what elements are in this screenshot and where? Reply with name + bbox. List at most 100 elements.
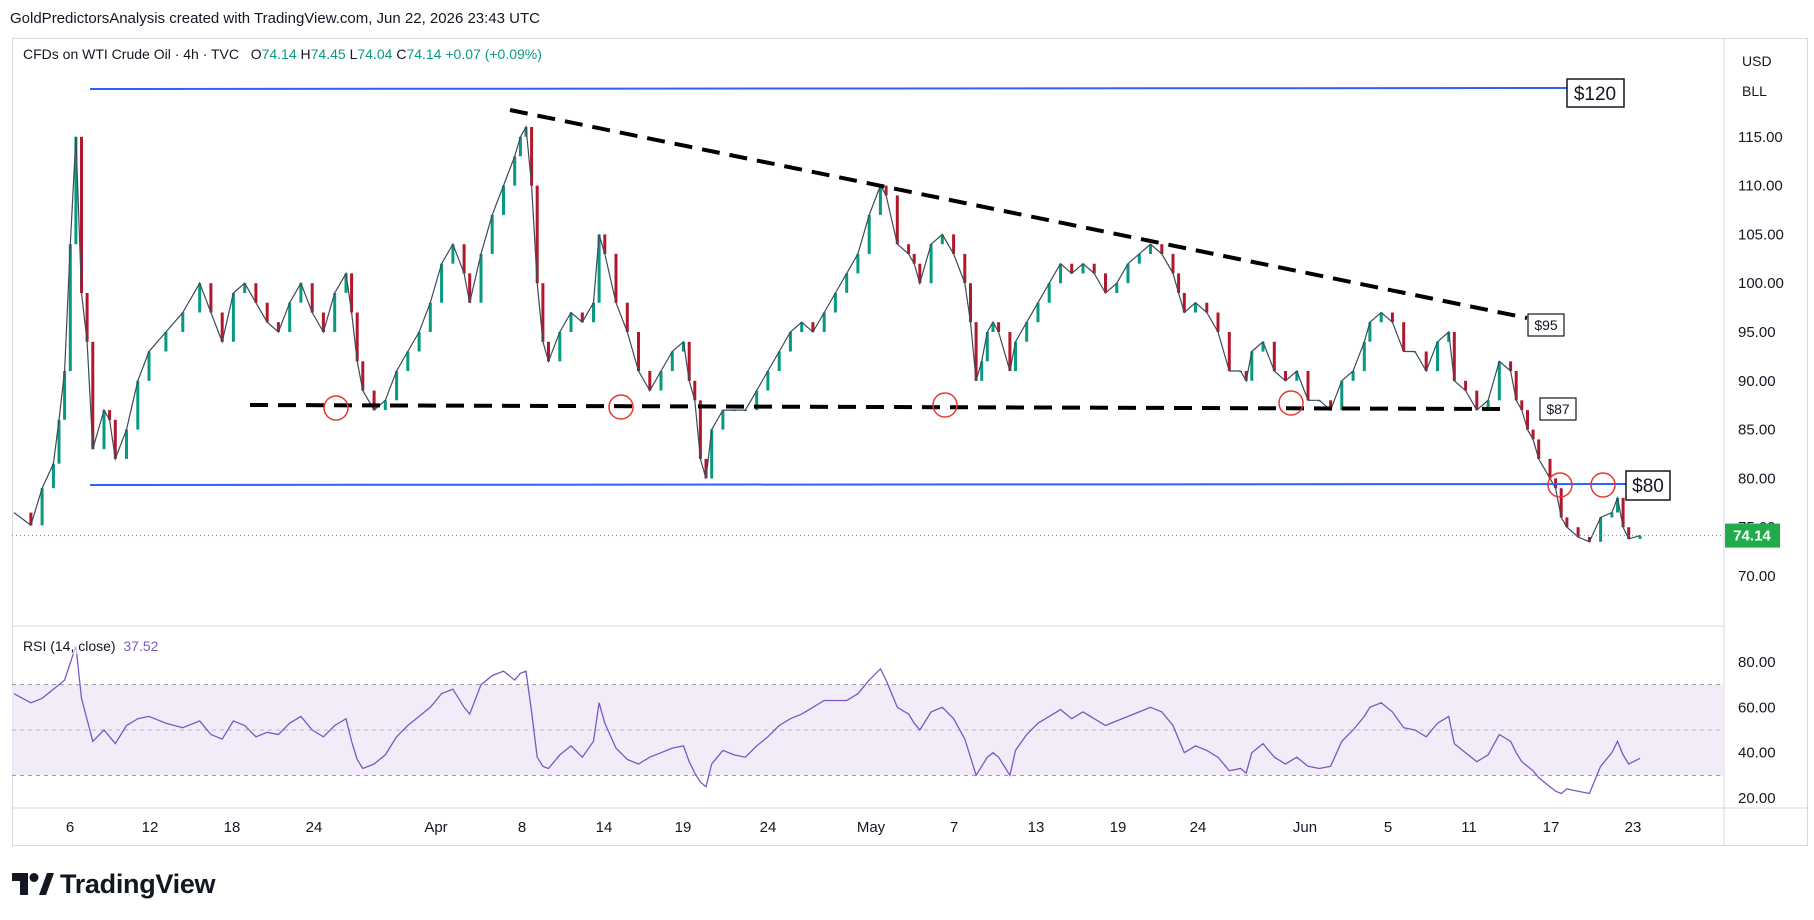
- time-axis-tick: 24: [1190, 819, 1207, 836]
- price-candle: [406, 351, 410, 371]
- time-axis-tick: 17: [1543, 819, 1560, 836]
- rsi-axis-tick: 40.00: [1738, 745, 1776, 762]
- price-candle: [1576, 527, 1580, 537]
- price-candle: [63, 371, 67, 420]
- price-candle: [788, 332, 792, 352]
- price-candle: [147, 351, 151, 381]
- time-axis-tick: 14: [596, 819, 613, 836]
- time-axis-tick: 12: [142, 819, 159, 836]
- rsi-label: RSI (14, close): [23, 638, 116, 654]
- price-candle: [822, 312, 826, 332]
- price-candle: [1047, 283, 1051, 303]
- price-candle: [1177, 273, 1181, 293]
- price-candle: [558, 332, 562, 362]
- rsi-axis[interactable]: 20.00 40.00 60.00 80.00: [1738, 654, 1776, 807]
- change-value: +0.07 (+0.09%): [445, 46, 542, 62]
- price-candle: [710, 429, 714, 479]
- price-candle: [912, 253, 916, 264]
- price-chart-svg[interactable]: $120 $95 $87 $80 70.0075.0080.0085.0090.…: [0, 0, 1814, 860]
- price-candle: [1610, 512, 1614, 518]
- unit-label[interactable]: BLL: [1742, 83, 1767, 99]
- price-candle: [1092, 263, 1096, 274]
- price-axis[interactable]: 70.0075.0080.0085.0090.0095.00100.00105.…: [1738, 129, 1784, 585]
- price-candle: [1059, 263, 1062, 284]
- low-value: 74.04: [357, 46, 393, 62]
- price-candle: [1081, 263, 1085, 274]
- price-candle: [85, 293, 89, 342]
- price-candle: [991, 322, 995, 332]
- price-candle: [867, 214, 871, 254]
- price-candle: [395, 371, 399, 401]
- price-candle: [1452, 332, 1456, 381]
- price-candle: [1284, 371, 1287, 381]
- price-candle: [1182, 293, 1186, 313]
- price-candle: [974, 322, 978, 381]
- price-candle: [800, 322, 804, 332]
- price-axis-tick: 100.00: [1738, 275, 1784, 292]
- price-candle: [541, 283, 545, 342]
- price-candle: [254, 283, 258, 303]
- price-candle: [1616, 497, 1619, 513]
- price-candle: [333, 293, 337, 332]
- price-candle: [310, 283, 314, 313]
- tradingview-logo[interactable]: TradingView: [12, 868, 216, 900]
- svg-text:$80: $80: [1632, 476, 1664, 497]
- close-value: 74.14: [406, 46, 442, 62]
- price-candle: [502, 185, 505, 215]
- price-candle: [592, 302, 595, 323]
- price-candle: [513, 156, 517, 186]
- price-candle: [198, 283, 202, 313]
- currency-unit-selector[interactable]: USD BLL: [1742, 46, 1772, 106]
- price-candle: [1587, 537, 1591, 542]
- price-candle: [102, 410, 106, 450]
- label-120[interactable]: $120: [1566, 78, 1625, 108]
- price-candle: [625, 302, 629, 332]
- label-80[interactable]: $80: [1625, 470, 1671, 501]
- time-axis-tick: 23: [1625, 819, 1642, 836]
- currency-label[interactable]: USD: [1742, 53, 1772, 69]
- price-candle: [693, 380, 697, 401]
- price-candle: [1509, 361, 1513, 372]
- rsi-axis-tick: 20.00: [1738, 790, 1776, 807]
- price-candle: [597, 234, 601, 303]
- price-candle: [1486, 400, 1490, 411]
- symbol-legend[interactable]: CFDs on WTI Crude Oil · 4h · TVC O74.14 …: [23, 46, 542, 62]
- low-label: L: [349, 46, 358, 62]
- rsi-legend[interactable]: RSI (14, close) 37.52: [23, 638, 159, 654]
- price-candle: [648, 371, 652, 391]
- label-87[interactable]: $87: [1539, 397, 1577, 421]
- time-axis-tick: May: [857, 819, 886, 836]
- high-value: 74.45: [310, 46, 346, 62]
- price-candle: [288, 302, 292, 332]
- symbol-name: CFDs on WTI Crude Oil · 4h · TVC: [23, 46, 240, 62]
- level-120-line[interactable]: [89, 87, 1569, 90]
- level-80-line[interactable]: [89, 483, 1627, 486]
- descending-trendline[interactable]: [509, 108, 1528, 320]
- price-candle: [321, 312, 325, 332]
- price-candle: [1272, 341, 1276, 372]
- price-candle: [833, 293, 837, 313]
- price-candle: [355, 312, 359, 362]
- time-axis-tick: 24: [760, 819, 777, 836]
- price-candle: [811, 322, 815, 332]
- price-candle: [547, 341, 550, 362]
- price-candle: [1227, 332, 1231, 371]
- price-candle: [440, 263, 444, 303]
- chart-frame[interactable]: [12, 38, 1808, 846]
- price-candle: [1194, 302, 1197, 313]
- price-candle: [243, 283, 247, 293]
- price-candle: [687, 341, 691, 381]
- price-candle: [136, 380, 140, 430]
- price-candle: [682, 341, 685, 352]
- price-candle: [479, 253, 483, 303]
- svg-text:$120: $120: [1574, 84, 1616, 105]
- price-candle: [856, 253, 860, 274]
- price-candle: [462, 244, 466, 274]
- price-candle: [980, 361, 984, 381]
- touch-circle: [323, 395, 349, 421]
- support-87-line[interactable]: [249, 403, 1503, 411]
- label-95[interactable]: $95: [1527, 313, 1565, 337]
- price-candle: [108, 410, 112, 420]
- price-candle: [451, 244, 455, 264]
- time-axis[interactable]: 6 12 18 24 Apr 8 14 19 24 May 7 13 19 24 Jun 5 11 17 23: [66, 819, 1642, 836]
